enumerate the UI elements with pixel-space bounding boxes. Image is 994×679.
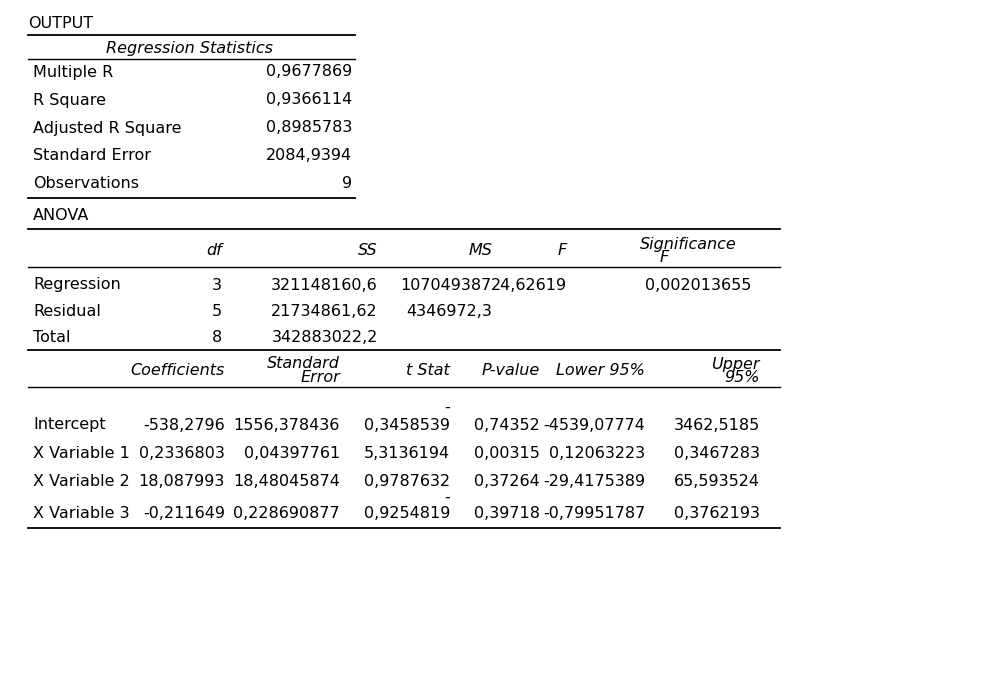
Text: Regression: Regression (33, 278, 120, 293)
Text: 3462,5185: 3462,5185 (674, 418, 760, 433)
Text: Total: Total (33, 329, 71, 344)
Text: 4346972,3: 4346972,3 (407, 304, 492, 318)
Text: Significance: Significance (640, 236, 737, 251)
Text: -0,211649: -0,211649 (143, 505, 225, 521)
Text: 0,12063223: 0,12063223 (549, 445, 645, 460)
Text: 107049387: 107049387 (401, 278, 492, 293)
Text: 0,2336803: 0,2336803 (139, 445, 225, 460)
Text: OUTPUT: OUTPUT (28, 16, 93, 31)
Text: 24,62619: 24,62619 (491, 278, 567, 293)
Text: 0,9254819: 0,9254819 (364, 505, 450, 521)
Text: 8: 8 (212, 329, 222, 344)
Text: X Variable 1: X Variable 1 (33, 445, 130, 460)
Text: 0,9677869: 0,9677869 (265, 65, 352, 79)
Text: 0,04397761: 0,04397761 (244, 445, 340, 460)
Text: 0,002013655: 0,002013655 (645, 278, 751, 293)
Text: Multiple R: Multiple R (33, 65, 113, 79)
Text: 0,9787632: 0,9787632 (364, 473, 450, 488)
Text: MS: MS (468, 243, 492, 258)
Text: 0,3762193: 0,3762193 (674, 505, 760, 521)
Text: 0,8985783: 0,8985783 (265, 120, 352, 136)
Text: Regression Statistics: Regression Statistics (106, 41, 273, 56)
Text: 0,39718: 0,39718 (474, 505, 540, 521)
Text: 0,37264: 0,37264 (474, 473, 540, 488)
Text: t Stat: t Stat (407, 363, 450, 378)
Text: 5: 5 (212, 304, 222, 318)
Text: df: df (206, 243, 222, 258)
Text: -538,2796: -538,2796 (143, 418, 225, 433)
Text: -: - (444, 490, 450, 504)
Text: Error: Error (300, 369, 340, 384)
Text: 0,9366114: 0,9366114 (265, 92, 352, 107)
Text: -29,4175389: -29,4175389 (543, 473, 645, 488)
Text: 0,228690877: 0,228690877 (234, 505, 340, 521)
Text: Standard: Standard (267, 356, 340, 371)
Text: SS: SS (359, 243, 378, 258)
Text: 3: 3 (212, 278, 222, 293)
Text: 321148160,6: 321148160,6 (271, 278, 378, 293)
Text: 0,3458539: 0,3458539 (364, 418, 450, 433)
Text: Lower 95%: Lower 95% (556, 363, 645, 378)
Text: 0,3467283: 0,3467283 (674, 445, 760, 460)
Text: 0,74352: 0,74352 (474, 418, 540, 433)
Text: Upper: Upper (712, 356, 760, 371)
Text: Intercept: Intercept (33, 418, 105, 433)
Text: 18,087993: 18,087993 (138, 473, 225, 488)
Text: 65,593524: 65,593524 (674, 473, 760, 488)
Text: ANOVA: ANOVA (33, 208, 89, 223)
Text: Adjusted R Square: Adjusted R Square (33, 120, 182, 136)
Text: Residual: Residual (33, 304, 100, 318)
Text: 0,00315: 0,00315 (474, 445, 540, 460)
Text: Coefficients: Coefficients (130, 363, 225, 378)
Text: 342883022,2: 342883022,2 (271, 329, 378, 344)
Text: -4539,07774: -4539,07774 (543, 418, 645, 433)
Text: 2084,9394: 2084,9394 (265, 149, 352, 164)
Text: R Square: R Square (33, 92, 106, 107)
Text: F: F (660, 249, 669, 265)
Text: Observations: Observations (33, 177, 139, 191)
Text: 9: 9 (342, 177, 352, 191)
Text: Standard Error: Standard Error (33, 149, 151, 164)
Text: 1556,378436: 1556,378436 (234, 418, 340, 433)
Text: 18,48045874: 18,48045874 (234, 473, 340, 488)
Text: 21734861,62: 21734861,62 (271, 304, 378, 318)
Text: P-value: P-value (482, 363, 540, 378)
Text: 5,3136194: 5,3136194 (364, 445, 450, 460)
Text: -: - (444, 399, 450, 414)
Text: -0,79951787: -0,79951787 (543, 505, 645, 521)
Text: F: F (558, 243, 567, 258)
Text: X Variable 3: X Variable 3 (33, 505, 129, 521)
Text: X Variable 2: X Variable 2 (33, 473, 130, 488)
Text: 95%: 95% (725, 369, 760, 384)
